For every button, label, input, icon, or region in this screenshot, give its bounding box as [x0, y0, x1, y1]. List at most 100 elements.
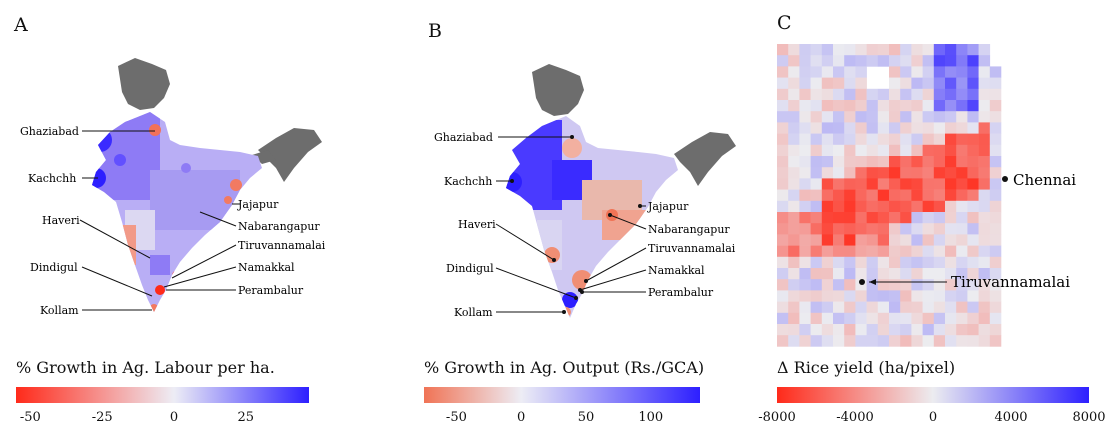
grid-cell — [933, 268, 946, 280]
grid-cell — [866, 133, 879, 146]
grid-cell — [978, 178, 991, 190]
grid-cell — [810, 268, 823, 280]
grid-cell — [877, 279, 890, 291]
grid-cell — [911, 312, 923, 325]
panel-label: B — [428, 20, 442, 42]
grid-cell — [922, 44, 935, 56]
grid-cell — [900, 44, 912, 56]
grid-cell — [978, 234, 991, 246]
grid-cell — [978, 256, 991, 269]
grid-cell — [945, 312, 957, 325]
grid-cell — [900, 324, 912, 336]
grid-cell — [900, 122, 912, 134]
grid-cell — [799, 178, 811, 190]
grid-cell — [933, 156, 946, 168]
grid-cell — [956, 279, 968, 291]
grid-cell — [777, 156, 789, 168]
grid-cell — [821, 268, 834, 280]
grid-cell — [844, 268, 856, 280]
grid-cell — [844, 290, 856, 302]
grid-cell — [956, 167, 968, 179]
grid-cell — [989, 290, 1002, 302]
colorbar-ticks: -50 -25 0 25 — [16, 410, 309, 430]
grid-cell — [945, 223, 957, 235]
grid-cell — [788, 189, 800, 202]
grid-cell — [788, 324, 800, 336]
grid-cell — [855, 156, 867, 168]
grid-cell — [810, 301, 823, 314]
grid-cell — [978, 144, 991, 157]
district-label: Nabarangapur — [238, 220, 320, 233]
grid-cell — [900, 178, 912, 190]
grid-cell — [833, 133, 845, 146]
grid-cell — [833, 279, 845, 291]
grid-cell — [889, 66, 901, 78]
grid-cell — [989, 234, 1002, 246]
grid-cell — [956, 77, 968, 90]
grid-cell — [911, 100, 923, 112]
grid-cell — [933, 66, 946, 78]
grid-cell — [889, 335, 901, 347]
grid-cell — [877, 200, 890, 213]
district-label: Ghaziabad — [434, 131, 493, 144]
india-map: Ghaziabad Kachchh Jajapur Nabarangapur H… — [20, 58, 326, 317]
grid-cell — [821, 245, 834, 258]
grid-cell — [945, 268, 957, 280]
grid-cell — [821, 256, 834, 269]
grid-cell — [956, 111, 968, 123]
grid-cell — [922, 200, 935, 213]
grid-cell — [911, 234, 923, 246]
panel-label: C — [777, 12, 792, 34]
grid-cell — [833, 301, 845, 314]
grid-cell — [922, 268, 935, 280]
grid-cell — [911, 122, 923, 134]
grid-cell — [777, 144, 789, 157]
grid-cell — [900, 256, 912, 269]
grid-cell — [855, 301, 867, 314]
grid-cell — [799, 156, 811, 168]
grid-cell — [945, 156, 957, 168]
grid-cell — [889, 256, 901, 269]
grid-cell — [799, 100, 811, 112]
grid-cell — [900, 66, 912, 78]
grid-cell — [799, 122, 811, 134]
place-label: Chennai — [1013, 171, 1076, 189]
grid-cell — [788, 111, 800, 123]
grid-cell — [777, 133, 789, 146]
grid-cell — [900, 156, 912, 168]
grid-cell — [945, 256, 957, 269]
grid-cell — [989, 256, 1002, 269]
grid-cell — [956, 100, 968, 112]
grid-cell — [933, 144, 946, 157]
grid-cell — [967, 88, 979, 101]
grid-cell — [911, 144, 923, 157]
grid-cell — [922, 133, 935, 146]
grid-cell — [844, 100, 856, 112]
grid-cell — [956, 66, 968, 78]
grid-cell — [844, 178, 856, 190]
colorbar — [777, 387, 1089, 403]
grid-cell — [777, 122, 789, 134]
grid-cell — [911, 212, 923, 224]
grid-cell — [889, 44, 901, 56]
grid-cell — [877, 234, 890, 246]
grid-cell — [889, 245, 901, 258]
grid-cell — [922, 111, 935, 123]
grid-cell — [877, 55, 890, 67]
colorbar — [16, 387, 309, 403]
grid-cell — [922, 55, 935, 67]
grid-cell — [788, 167, 800, 179]
grid-cell — [933, 279, 946, 291]
colorbar-tick: -4000 — [836, 410, 874, 425]
grid-cell — [900, 77, 912, 90]
grid-cell — [933, 290, 946, 302]
grid-cell — [877, 100, 890, 112]
grid-cell — [855, 178, 867, 190]
grid-cell — [788, 144, 800, 157]
grid-cell — [978, 55, 991, 67]
grid-cell — [967, 66, 979, 78]
grid-cell — [889, 234, 901, 246]
grid-cell — [877, 335, 890, 347]
grid-cell — [810, 178, 823, 190]
grid-cell — [877, 245, 890, 258]
